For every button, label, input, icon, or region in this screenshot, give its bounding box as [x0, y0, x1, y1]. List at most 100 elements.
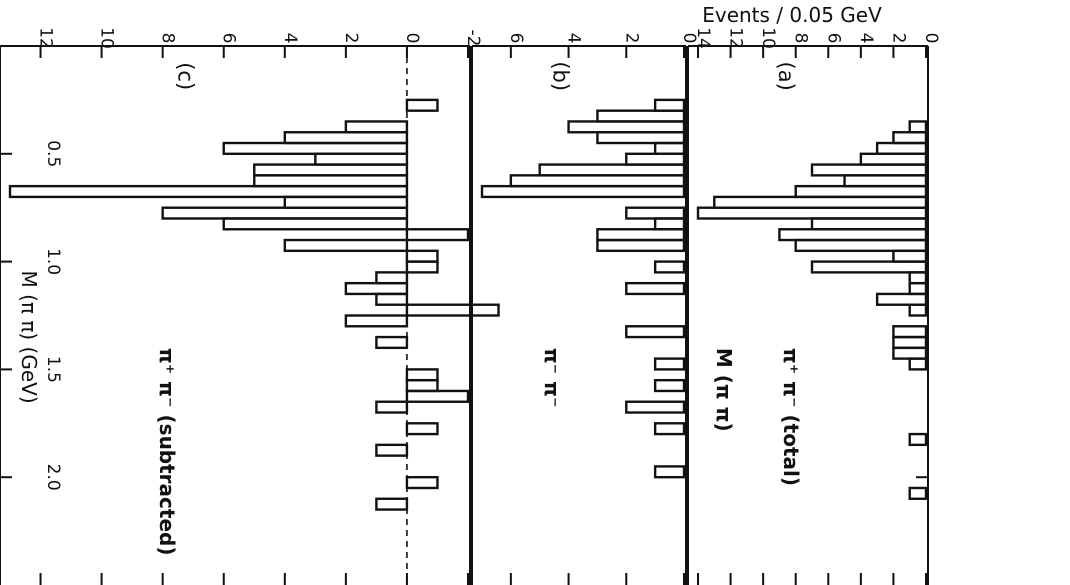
- histogram-bar: [810, 163, 928, 177]
- histogram-bar: [810, 260, 928, 274]
- histogram-bar: [405, 476, 439, 490]
- histogram-bar: [344, 281, 409, 296]
- histogram-bar: [810, 217, 928, 231]
- x-tick-label: 0.5: [43, 140, 63, 167]
- histogram-bar: [908, 271, 928, 285]
- histogram-bar: [596, 131, 686, 145]
- histogram-bar: [908, 303, 928, 317]
- histogram-bar: [567, 120, 686, 134]
- histogram-bar: [875, 292, 928, 306]
- panel-a-ytick-label: 0: [921, 33, 941, 44]
- histogram-bar: [283, 195, 409, 209]
- panel-c-ytick-label: 2: [341, 33, 361, 44]
- histogram-bar: [405, 368, 439, 382]
- panel-a: 0 2 4 6 8 10 12 14 (a) M (π π) π⁺ π⁻ (total): [687, 27, 941, 585]
- panel-a-ytick-label: 10: [758, 27, 778, 49]
- histogram-bar: [625, 281, 686, 296]
- histogram-bar: [843, 174, 928, 188]
- panels-group: 0 2 4 6 8 10 12 14 (a) M (π π) π⁺ π⁻ (total) 0 2 4 6 (b…: [0, 27, 941, 585]
- histogram-bar: [794, 238, 928, 253]
- histogram-bar: [222, 141, 409, 156]
- panel-b-ytick-label: 2: [621, 33, 641, 44]
- histogram-bar: [778, 228, 928, 242]
- histogram-bar: [713, 195, 928, 209]
- histogram-bar: [253, 163, 409, 177]
- histogram-bar: [625, 152, 686, 166]
- histogram-bar: [538, 163, 686, 177]
- panel-b: 0 2 4 6 (b) π⁻ π⁻: [471, 33, 699, 585]
- histogram-bar: [908, 432, 928, 447]
- histogram-bar: [892, 335, 928, 350]
- histogram-bar: [283, 131, 409, 145]
- panel-a-title: M (π π): [712, 348, 736, 432]
- x-tick-label: 2.0: [43, 464, 63, 491]
- panel-a-ytick-label: 12: [726, 27, 746, 49]
- panel-c-ytick-label: 10: [97, 27, 117, 49]
- histogram-bar: [696, 206, 928, 220]
- histogram-bar: [375, 292, 409, 306]
- histogram-bar: [405, 422, 439, 436]
- panel-c-ytick-label: -2: [463, 30, 483, 47]
- panel-c-ytick-label: 8: [158, 33, 178, 44]
- panel-a-ytick-label: 2: [888, 33, 908, 44]
- histogram-bar: [908, 281, 928, 296]
- panel-c-title: π⁺ π⁻ (subtracted): [155, 348, 179, 556]
- histogram-bar: [509, 174, 686, 188]
- histogram-bar: [653, 260, 686, 274]
- x-ticks-group: 0.5 1.0 1.5 2.0: [0, 140, 928, 491]
- histogram-bar: [653, 217, 686, 231]
- histogram-bar: [375, 443, 409, 457]
- histogram-bar: [625, 325, 686, 339]
- panel-a-label: (a): [774, 62, 798, 91]
- histogram-bar: [875, 141, 928, 156]
- histogram-bar: [859, 152, 928, 166]
- histogram-bar: [253, 174, 409, 188]
- x-tick-label: 1.5: [43, 356, 63, 383]
- panel-b-ytick-label: 0: [679, 33, 699, 44]
- histogram-bar: [625, 206, 686, 220]
- x-axis-label: M (π π) (GeV): [17, 271, 41, 404]
- histogram-bar: [405, 378, 439, 393]
- histogram-bar: [375, 497, 409, 511]
- panel-c-ytick-label: 0: [402, 33, 422, 44]
- histogram-bar: [908, 357, 928, 371]
- histogram-bar: [653, 378, 686, 393]
- panel-b-label: (b): [548, 61, 572, 91]
- histogram-bar: [375, 400, 409, 414]
- panel-b-title: π⁻ π⁻: [540, 348, 564, 408]
- histogram-bar: [596, 109, 686, 123]
- histogram-bar: [653, 141, 686, 156]
- histogram-bar: [596, 238, 686, 253]
- panel-a-subtitle: π⁺ π⁻ (total): [779, 348, 803, 486]
- histogram-bar: [375, 335, 409, 350]
- histogram-bar: [625, 400, 686, 414]
- histogram-bar: [222, 217, 409, 231]
- panel-b-ytick-label: 6: [506, 33, 526, 44]
- histogram-bar: [908, 120, 928, 134]
- histogram-bar: [653, 98, 686, 112]
- histogram-bar: [892, 325, 928, 339]
- histogram-bar: [405, 98, 439, 112]
- histogram-bar: [405, 228, 470, 242]
- histogram-bar: [892, 131, 928, 145]
- histogram-bar: [653, 422, 686, 436]
- histogram-bar: [161, 206, 409, 220]
- y-axis-label: Events / 0.05 GeV: [702, 3, 882, 27]
- histogram-bar: [344, 120, 409, 134]
- histogram-bar: [405, 249, 439, 263]
- histogram-bar: [405, 260, 439, 274]
- histogram-bar: [892, 249, 928, 263]
- panel-a-ytick-label: 8: [791, 33, 811, 44]
- panel-a-ytick-label: 6: [823, 33, 843, 44]
- histogram-bar: [596, 228, 686, 242]
- histogram-bar: [480, 184, 686, 199]
- histogram-bar: [653, 465, 686, 479]
- histogram-bar: [283, 238, 409, 253]
- histogram-bar: [8, 184, 409, 199]
- panel-a-ytick-label: 14: [693, 27, 713, 49]
- x-tick-label: 1.0: [43, 248, 63, 275]
- histogram-bar: [405, 389, 470, 403]
- histogram-bar: [794, 184, 928, 199]
- panel-c: -2 0 2 4 6 8 10 12 (c) π⁺ π⁻ (subtracted): [0, 27, 500, 585]
